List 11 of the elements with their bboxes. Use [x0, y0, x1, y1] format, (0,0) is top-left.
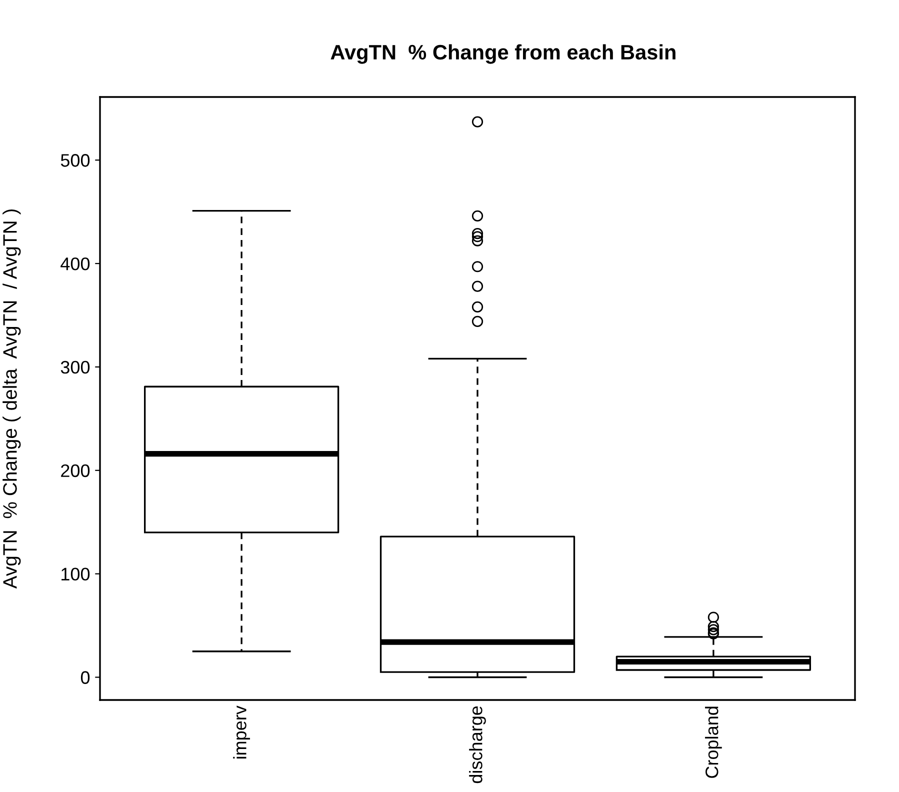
y-tick-label: 0 — [80, 671, 90, 684]
y-tick-label: 100 — [62, 568, 90, 581]
y-tick-label: 400 — [60, 257, 90, 270]
x-tick-label: discharge — [469, 706, 486, 784]
x-tick-label: imperv — [233, 706, 250, 759]
x-tick-label: Cropland — [705, 706, 722, 778]
y-tick-label: 200 — [61, 464, 90, 478]
y-tick-label: 300 — [60, 360, 90, 374]
y-tick-label: 500 — [60, 154, 90, 167]
chart-title: AvgTN % Change from each Basin — [330, 44, 676, 64]
y-axis-title: AvgTN % Change ( delta AvgTN / AvgTN ) — [2, 209, 21, 589]
